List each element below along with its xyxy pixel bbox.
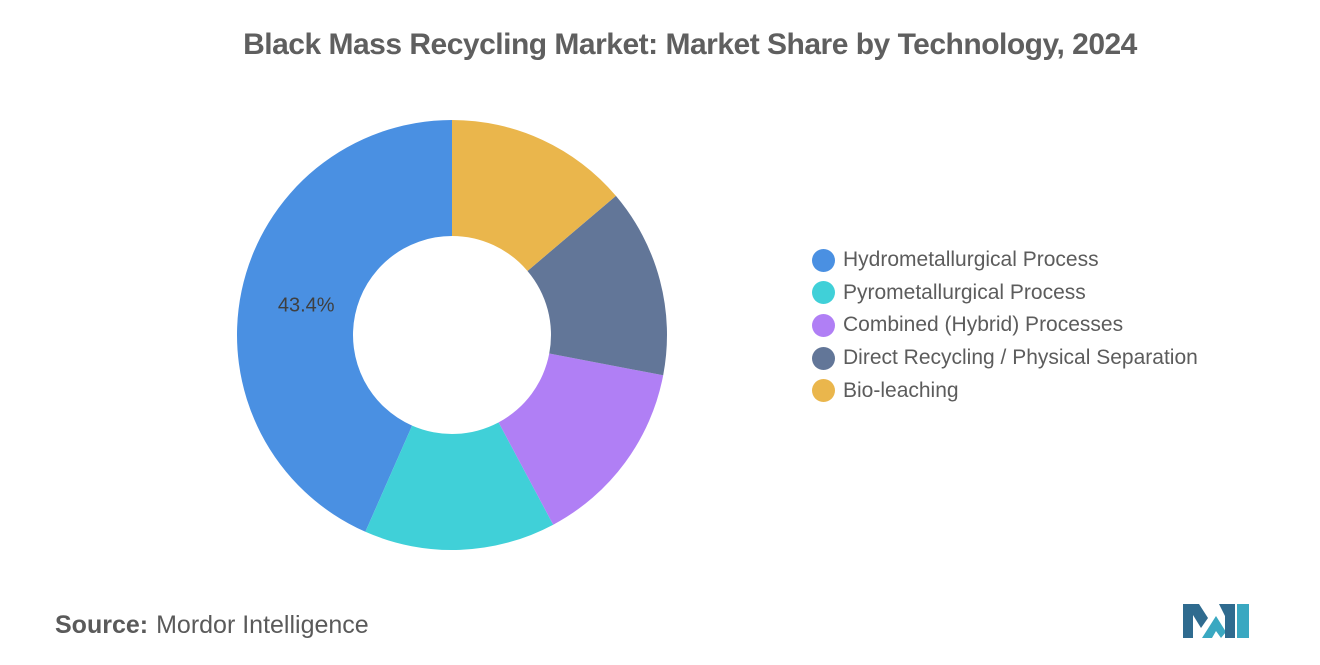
mordor-intelligence-logo-icon xyxy=(1183,604,1249,638)
chart-legend: Hydrometallurgical Process Pyrometallurgi… xyxy=(812,244,1198,407)
legend-label: Combined (Hybrid) Processes xyxy=(843,313,1124,337)
data-label: 43.4% xyxy=(278,294,335,316)
source-label: Source: xyxy=(55,611,149,639)
legend-swatch xyxy=(812,346,835,370)
donut-chart: 43.4% xyxy=(236,120,667,550)
legend-label: Bio-leaching xyxy=(843,378,959,402)
legend-label: Hydrometallurgical Process xyxy=(843,248,1099,272)
donut-slice-bio-leaching xyxy=(452,120,616,271)
donut-slice-combined-hybrid-processes xyxy=(498,353,664,525)
legend-item: Direct Recycling / Physical Separation xyxy=(812,342,1198,375)
legend-label: Pyrometallurgical Process xyxy=(843,280,1086,304)
legend-swatch xyxy=(812,281,835,305)
legend-item: Combined (Hybrid) Processes xyxy=(812,309,1198,342)
legend-swatch xyxy=(812,248,835,272)
legend-item: Hydrometallurgical Process xyxy=(812,244,1198,277)
source-line: Source: Mordor Intelligence xyxy=(55,611,369,640)
legend-swatch xyxy=(812,313,835,337)
donut-slice-pyrometallurgical-process xyxy=(365,422,554,550)
legend-swatch xyxy=(812,379,835,403)
legend-item: Pyrometallurgical Process xyxy=(812,277,1198,310)
donut-slice-direct-recycling-physical-separation xyxy=(527,195,667,376)
chart-title: Black Mass Recycling Market: Market Shar… xyxy=(243,28,1137,61)
legend-label: Direct Recycling / Physical Separation xyxy=(843,346,1198,370)
source-value: Mordor Intelligence xyxy=(156,611,369,639)
donut-slice-hydrometallurgical-process xyxy=(236,120,452,532)
legend-item: Bio-leaching xyxy=(812,374,1198,407)
